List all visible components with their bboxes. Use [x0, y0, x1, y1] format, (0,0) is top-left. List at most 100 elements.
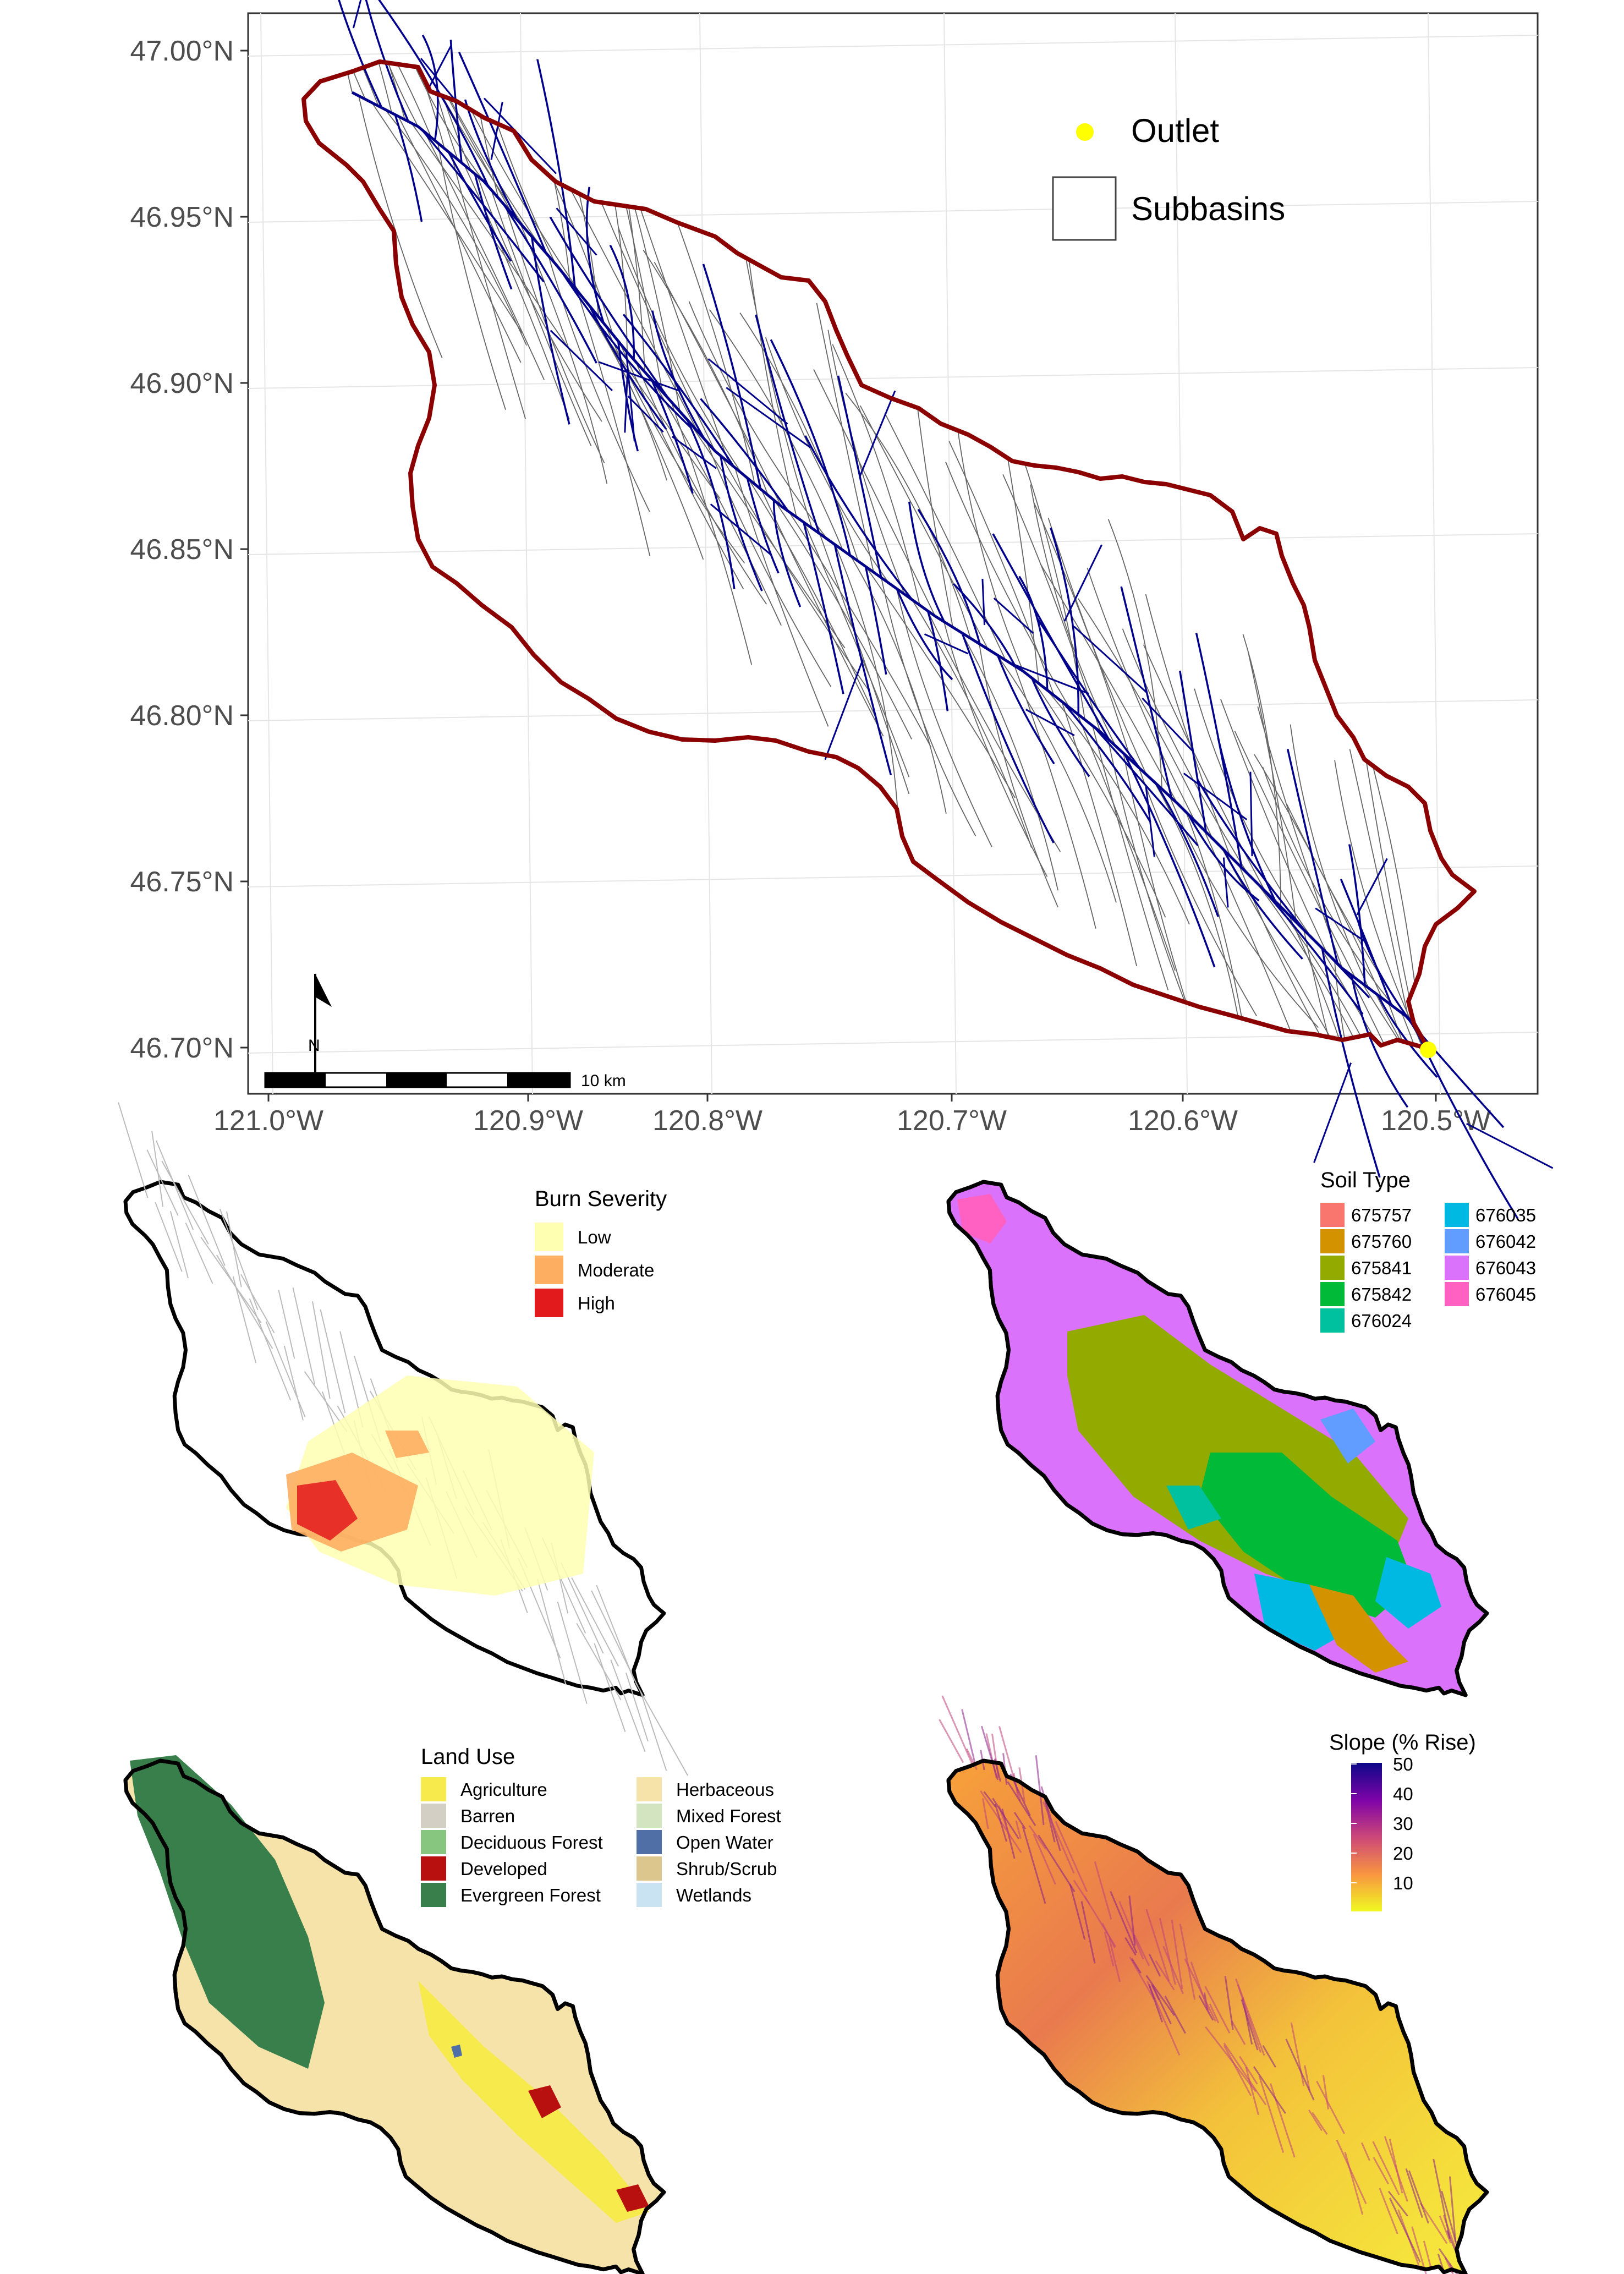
- slope-ridge-line: [1433, 2158, 1451, 2239]
- minor-stream: [924, 633, 969, 655]
- slope-ridge-line: [1239, 2056, 1258, 2085]
- slope-outline: [946, 1758, 1489, 2274]
- x-tick-label: 120.6°W: [1128, 1105, 1238, 1137]
- soil-legend-label: 676045: [1475, 1284, 1536, 1305]
- tributary-stream: [1321, 947, 1381, 1178]
- tributary-stream: [803, 522, 844, 694]
- graticule-lon-line: [943, 13, 957, 1094]
- subbasins-legend-key: [1052, 176, 1117, 241]
- burn-subbasin-line: [156, 1140, 194, 1230]
- subbasin-line: [343, 62, 445, 149]
- subbasin-line: [1077, 713, 1176, 971]
- tributary-stream: [992, 533, 1111, 741]
- subbasin-line: [1194, 688, 1312, 938]
- slope-ridge-line: [1033, 1833, 1056, 1885]
- tributary-stream: [609, 244, 635, 360]
- soil-legend-key: [1320, 1229, 1345, 1253]
- minor-stream: [1073, 626, 1147, 693]
- slope-ridge-line: [1439, 2215, 1452, 2244]
- tributary-stream: [622, 314, 735, 468]
- tributary-stream: [1286, 748, 1339, 964]
- subbasin-line: [310, 62, 405, 120]
- subbasin-line: [1122, 628, 1248, 874]
- tributary-stream: [474, 173, 513, 290]
- land-legend-key: [637, 1777, 662, 1801]
- slope-ridge-line: [1118, 1901, 1144, 1960]
- scale-bar: 10 km: [264, 1072, 626, 1090]
- subbasin-line: [961, 632, 1058, 891]
- minor-stream: [726, 387, 811, 448]
- soil-676024-area: [1166, 1486, 1221, 1530]
- land-developed-area: [616, 2184, 649, 2212]
- subbasin-line: [945, 462, 1070, 708]
- slope-ridge-line: [1285, 2039, 1315, 2101]
- minor-stream: [707, 358, 788, 425]
- minor-stream: [1466, 1122, 1554, 1169]
- slope-ridge-line: [980, 1725, 999, 1780]
- slope-ridge-line: [1080, 1901, 1096, 1964]
- tributary-stream: [1340, 879, 1392, 1006]
- slope-ridge-line: [1262, 2045, 1276, 2068]
- slope-ridge-line: [1258, 2075, 1285, 2153]
- tributary-stream: [458, 52, 547, 254]
- slope-ridge-line: [1405, 2168, 1423, 2218]
- slope-ridge-line: [1179, 1924, 1196, 2000]
- land-legend-label: Developed: [460, 1859, 547, 1879]
- tributary-stream: [896, 588, 953, 681]
- subbasin-line: [638, 202, 729, 463]
- minor-stream: [352, 0, 362, 29]
- burn-legend-label: Low: [578, 1227, 611, 1247]
- burn-subbasin-line: [155, 1202, 183, 1272]
- slope-ridge-line: [1145, 1975, 1175, 2016]
- slope-ridge-line: [1304, 2065, 1311, 2091]
- subbasin-line: [996, 654, 1117, 903]
- soil-outline: [946, 1180, 1489, 1697]
- slope-ridge-line: [941, 1695, 974, 1768]
- y-tick-label: 46.75°N: [130, 866, 234, 898]
- slope-ridge-line: [939, 1719, 964, 1763]
- slope-ridge-line: [1094, 1861, 1112, 1920]
- subbasin-line: [671, 401, 753, 665]
- soil-legend-key: [1445, 1282, 1469, 1306]
- soil-676045-area: [957, 1194, 1007, 1243]
- burn-moderate-area: [385, 1431, 429, 1458]
- subbasin-line: [954, 404, 1024, 672]
- slope-ridge-line: [1209, 2003, 1220, 2024]
- slope-ridge-line: [1042, 1801, 1075, 1874]
- subbasin-line: [1143, 644, 1266, 892]
- subbasin-line: [1290, 724, 1369, 989]
- tributary-stream: [1258, 884, 1364, 1015]
- subbasin-line: [395, 62, 471, 171]
- minor-stream: [420, 58, 457, 102]
- subbasin-line: [1092, 725, 1169, 991]
- slope-ridge-line: [1420, 2202, 1448, 2244]
- slope-ridge-line: [961, 1709, 976, 1766]
- burn-legend-key: [535, 1223, 563, 1251]
- land-outline: [123, 1758, 666, 2274]
- slope-ridge-line: [1411, 2226, 1427, 2274]
- land-use-patches: [130, 1755, 649, 2223]
- subbasin-line: [1348, 973, 1464, 1049]
- tributary-stream: [651, 310, 706, 440]
- tributary-stream: [833, 544, 892, 776]
- burn-subbasin-line: [188, 1175, 226, 1266]
- slope-ridge-line: [1449, 2176, 1457, 2242]
- subbasin-line: [1303, 929, 1374, 1049]
- tributary-stream: [536, 59, 576, 288]
- minor-stream: [710, 503, 772, 556]
- subbasin-line: [676, 220, 755, 485]
- subbasin-line: [304, 62, 392, 113]
- subbasin-line: [1256, 882, 1392, 1049]
- graticule-lon-line: [520, 13, 533, 1094]
- slope-ridge-line: [1441, 2190, 1461, 2255]
- slope-ridge-line: [1162, 1946, 1184, 1994]
- burn-legend-label: Moderate: [578, 1260, 654, 1280]
- slope-ridge-line: [1379, 2188, 1398, 2234]
- subbasin-line: [832, 344, 920, 606]
- tributary-stream: [1357, 920, 1412, 1023]
- slope-ridge-line: [1035, 1755, 1045, 1825]
- subbasin-line: [1087, 567, 1195, 821]
- soil-legend-key: [1320, 1256, 1345, 1280]
- land-legend-title: Land Use: [421, 1745, 515, 1769]
- minor-stream: [1142, 697, 1194, 752]
